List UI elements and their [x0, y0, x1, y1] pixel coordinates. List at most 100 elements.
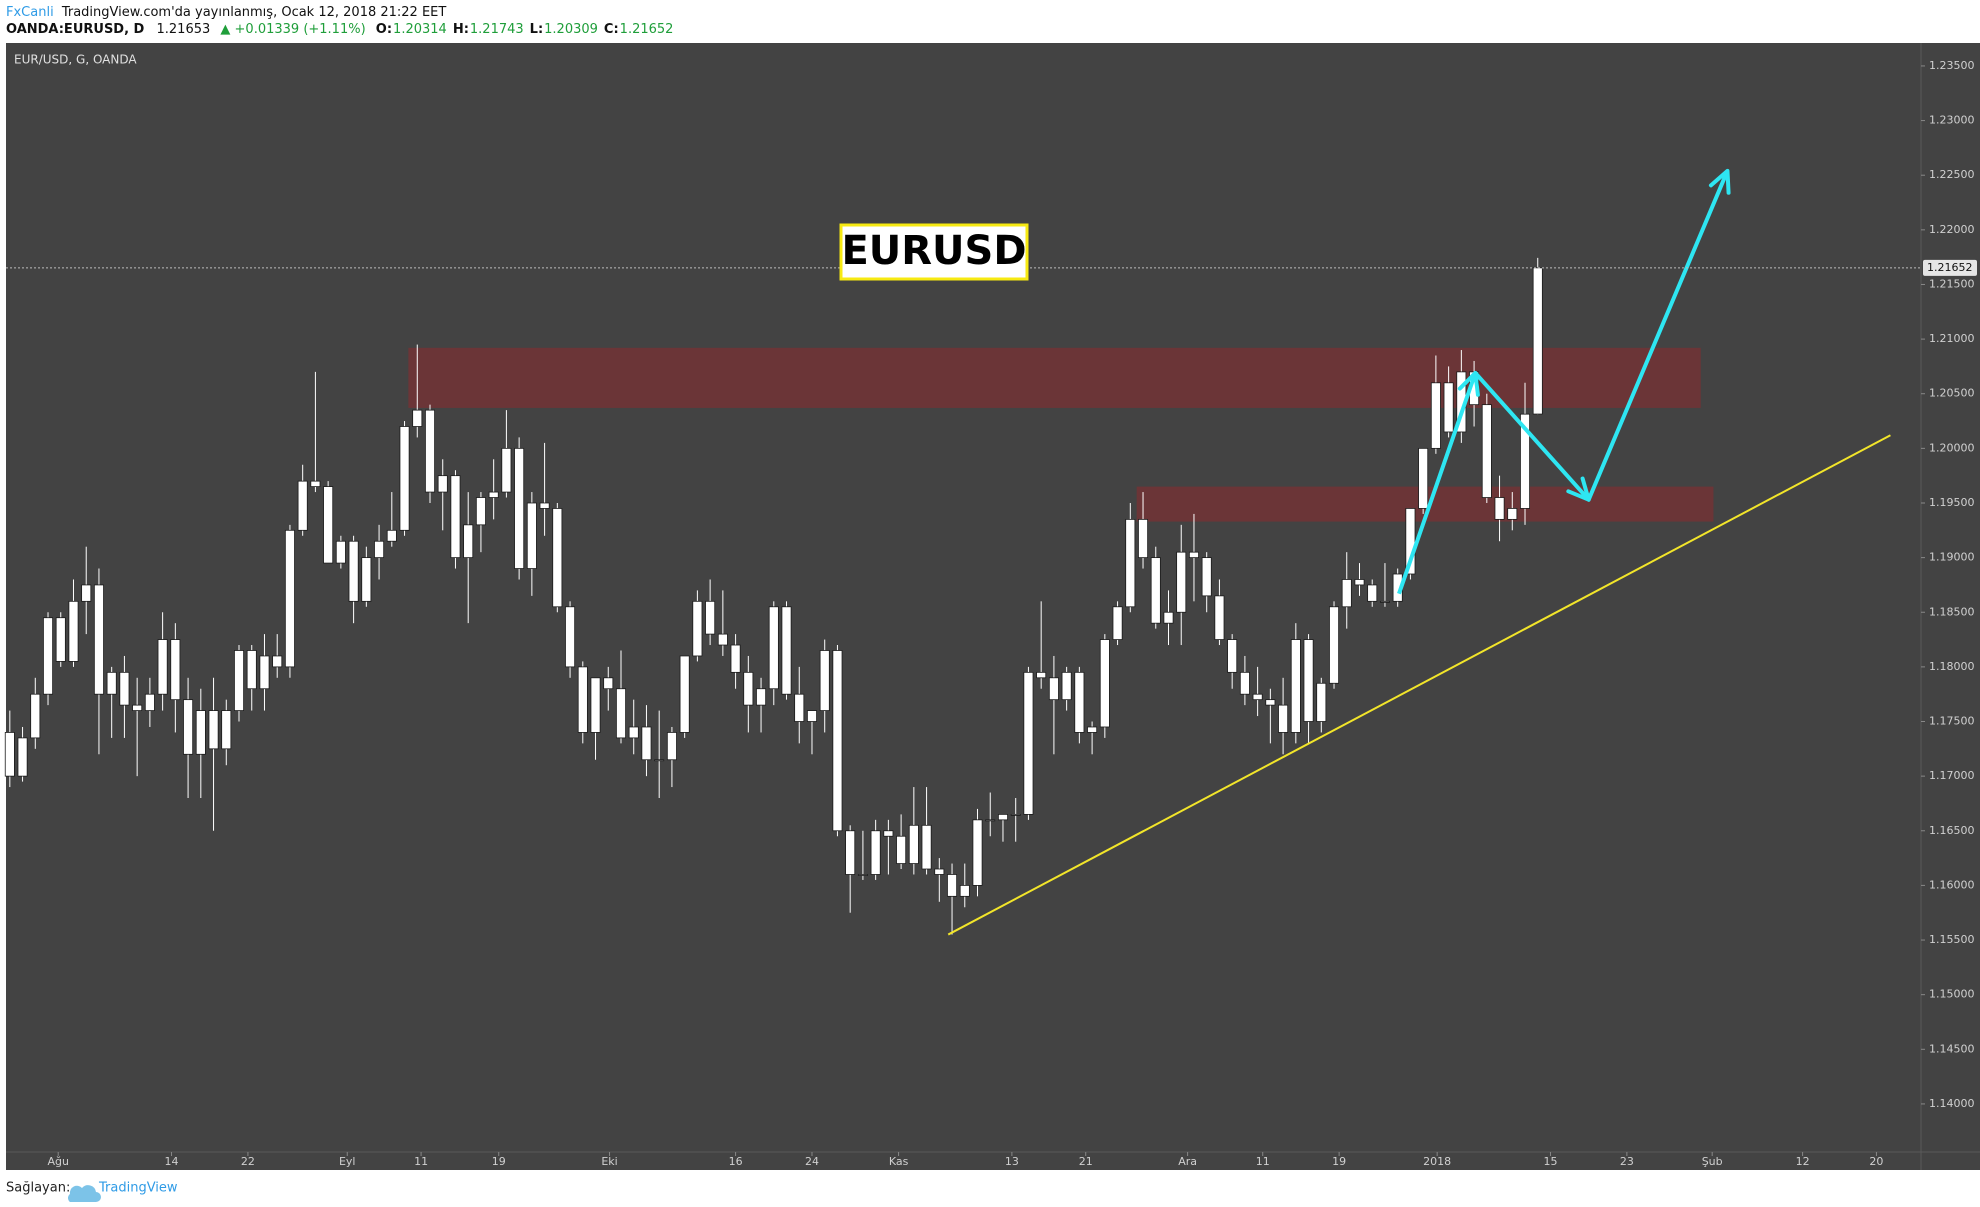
last-price: 1.21653: [157, 22, 211, 37]
candle-body: [1227, 639, 1238, 673]
y-tick-label: 1.14000: [1929, 1097, 1975, 1110]
candle-body: [654, 759, 665, 762]
candle-body: [284, 529, 295, 668]
y-tick-label: 1.16500: [1929, 824, 1975, 837]
candle-body: [679, 655, 690, 733]
candle-body: [526, 502, 537, 569]
candle-body: [1214, 595, 1225, 640]
header-line-1: FxCanli TradingView.com'da yayınlanmış, …: [6, 5, 446, 20]
candle-body: [195, 710, 206, 755]
candle-body: [845, 830, 856, 875]
candle-body: [781, 606, 792, 695]
candle-body: [692, 600, 703, 657]
candle-body: [170, 639, 181, 701]
candle-body: [1341, 579, 1352, 608]
ohlc-label: O:: [376, 22, 392, 37]
candle-body: [768, 606, 779, 690]
candle-body: [1048, 677, 1059, 701]
ohlc-label: C:: [604, 22, 619, 37]
candle-body: [1430, 382, 1441, 449]
author[interactable]: FxCanli: [6, 5, 54, 20]
candle-body: [106, 671, 117, 695]
candle-body: [565, 606, 576, 668]
candle-body: [1494, 497, 1505, 520]
candle-body: [577, 666, 588, 733]
candle-body: [1074, 671, 1085, 733]
candle-body: [4, 732, 15, 777]
candle-body: [997, 813, 1008, 821]
y-tick-label: 1.20500: [1929, 387, 1975, 400]
candle-body: [1239, 671, 1250, 695]
candle-body: [1176, 551, 1187, 613]
x-tick-label: 12: [1796, 1155, 1810, 1168]
candle-body: [857, 874, 868, 876]
candle-body: [1379, 600, 1390, 603]
candle-body: [870, 830, 881, 875]
candle-body: [144, 693, 155, 711]
candle-body: [730, 644, 741, 673]
candle-body: [1265, 699, 1276, 706]
y-tick-label: 1.19000: [1929, 551, 1975, 564]
last-price-label: 1.21652: [1927, 261, 1973, 274]
x-tick-label: Şub: [1702, 1155, 1723, 1168]
candle-body: [425, 409, 435, 493]
candle-body: [361, 557, 372, 602]
candle-body: [272, 655, 283, 668]
candle-body: [514, 447, 525, 569]
x-tick-label: 2018: [1423, 1155, 1451, 1168]
candle-body: [883, 830, 894, 837]
y-tick-label: 1.22000: [1929, 223, 1975, 236]
x-tick-label: 21: [1079, 1155, 1093, 1168]
y-tick-label: 1.18500: [1929, 605, 1975, 618]
x-tick-label: 14: [165, 1155, 179, 1168]
candle-body: [1520, 413, 1530, 509]
annotation-box: [839, 223, 1029, 281]
y-tick-label: 1.15500: [1929, 933, 1975, 946]
candle-body: [934, 868, 945, 875]
candle-body: [1036, 671, 1047, 679]
candle-body: [310, 480, 321, 487]
candle-body: [119, 671, 130, 706]
candle-body: [819, 650, 830, 711]
candle-body: [1087, 726, 1098, 733]
candle-body: [183, 699, 194, 755]
candle-body: [1112, 606, 1123, 640]
candle-body: [1329, 606, 1340, 684]
candle-body: [756, 688, 767, 706]
x-tick-label: 11: [1256, 1155, 1270, 1168]
candle-body: [1443, 382, 1454, 433]
ohlc-value: 1.21743: [470, 22, 524, 37]
x-tick-label: Ara: [1178, 1155, 1197, 1168]
symbol: OANDA:EURUSD, D: [6, 22, 145, 37]
candle-body: [908, 824, 919, 864]
x-tick-label: Eki: [601, 1155, 617, 1168]
x-tick-label: 24: [805, 1155, 819, 1168]
y-tick-label: 1.20000: [1929, 441, 1975, 454]
header-line-2: OANDA:EURUSD, D 1.21653 ▲ +0.01339 (+1.1…: [6, 22, 673, 37]
change: ▲ +0.01339 (+1.11%): [220, 22, 365, 37]
candle-body: [603, 677, 614, 690]
candle-body: [628, 726, 639, 739]
candle-body: [1354, 579, 1365, 586]
candle-body: [616, 688, 626, 739]
candle-body: [412, 409, 423, 427]
candle-body: [501, 447, 512, 493]
footer-brand[interactable]: TradingView: [98, 1181, 178, 1196]
candle-body: [475, 497, 486, 526]
candle-body: [374, 540, 385, 559]
candle-body: [959, 885, 970, 897]
candle-body: [17, 737, 28, 777]
candle-body: [539, 502, 550, 509]
x-tick-label: 20: [1869, 1155, 1883, 1168]
candle-body: [93, 584, 104, 695]
candle-body: [437, 475, 448, 493]
candle-body: [1367, 584, 1378, 602]
candle-body: [1023, 671, 1034, 815]
candle-body: [1125, 518, 1136, 608]
x-tick-label: 22: [241, 1155, 255, 1168]
candle-body: [208, 710, 219, 750]
candle-body: [947, 874, 958, 897]
candle-body: [1532, 267, 1543, 415]
